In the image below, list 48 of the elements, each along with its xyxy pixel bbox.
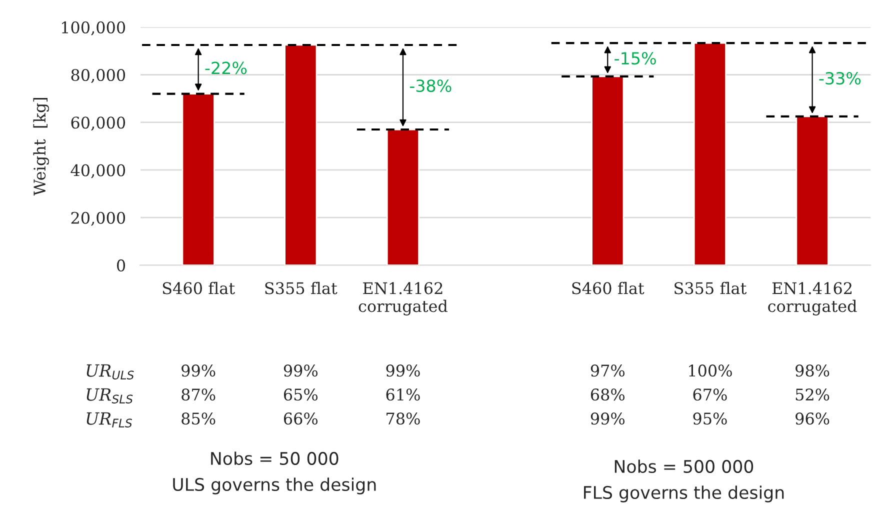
x-tick-label: S460 flat <box>572 282 644 294</box>
annotation: -38% <box>410 79 452 92</box>
x-tick-label: S355 flat <box>674 282 747 294</box>
annotation: -15% <box>614 52 656 65</box>
bar <box>693 42 727 266</box>
text: 99% <box>284 364 318 377</box>
x-tick-label: S355 flat <box>265 282 338 294</box>
text: 65% <box>284 388 318 401</box>
text: FLS governs the design <box>584 486 784 502</box>
y-tick-label: 60,000 <box>71 116 126 131</box>
bar <box>284 44 318 266</box>
y-tick-label: 0 <box>117 259 126 272</box>
text: 78% <box>386 412 420 425</box>
text: 99% <box>386 364 420 377</box>
text: 97% <box>590 364 625 377</box>
bar <box>386 128 420 266</box>
text: 99% <box>182 364 216 377</box>
y-tick-label: 100,000 <box>62 21 126 36</box>
text: 52% <box>796 388 830 401</box>
text: 66% <box>284 412 318 425</box>
annotation: -33% <box>819 72 861 85</box>
text: 61% <box>386 388 420 401</box>
text: Nobs = 500 000 <box>614 460 754 474</box>
text: 87% <box>182 388 216 401</box>
y-tick-label: 40,000 <box>70 164 126 178</box>
text: 85% <box>182 412 216 425</box>
x-tick-label: EN1.4162 corrugated <box>358 282 448 316</box>
bar <box>182 93 215 266</box>
text: 99% <box>590 412 625 425</box>
text: UR$_{ULS}$ <box>86 364 134 380</box>
x-tick-label: EN1.4162 corrugated <box>768 282 857 316</box>
x-tick-label: S460 flat <box>162 282 235 294</box>
text: 98% <box>796 364 830 377</box>
y-tick-label: 20,000 <box>71 212 126 226</box>
text: 67% <box>693 388 727 401</box>
text: Nobs = 50 000 <box>211 452 338 466</box>
text: ULS governs the design <box>173 478 376 494</box>
text: UR$_{SLS}$ <box>86 388 133 404</box>
text: 100% <box>689 364 732 377</box>
y-tick-label: 80,000 <box>71 68 126 83</box>
text: 96% <box>796 412 830 425</box>
bar <box>796 116 829 266</box>
y-axis-title: Weight [kg] <box>33 98 49 196</box>
text: 95% <box>693 412 727 425</box>
text: UR$_{FLS}$ <box>86 412 132 428</box>
bar <box>591 76 624 266</box>
text: 68% <box>590 388 625 401</box>
annotation: -22% <box>205 62 247 74</box>
